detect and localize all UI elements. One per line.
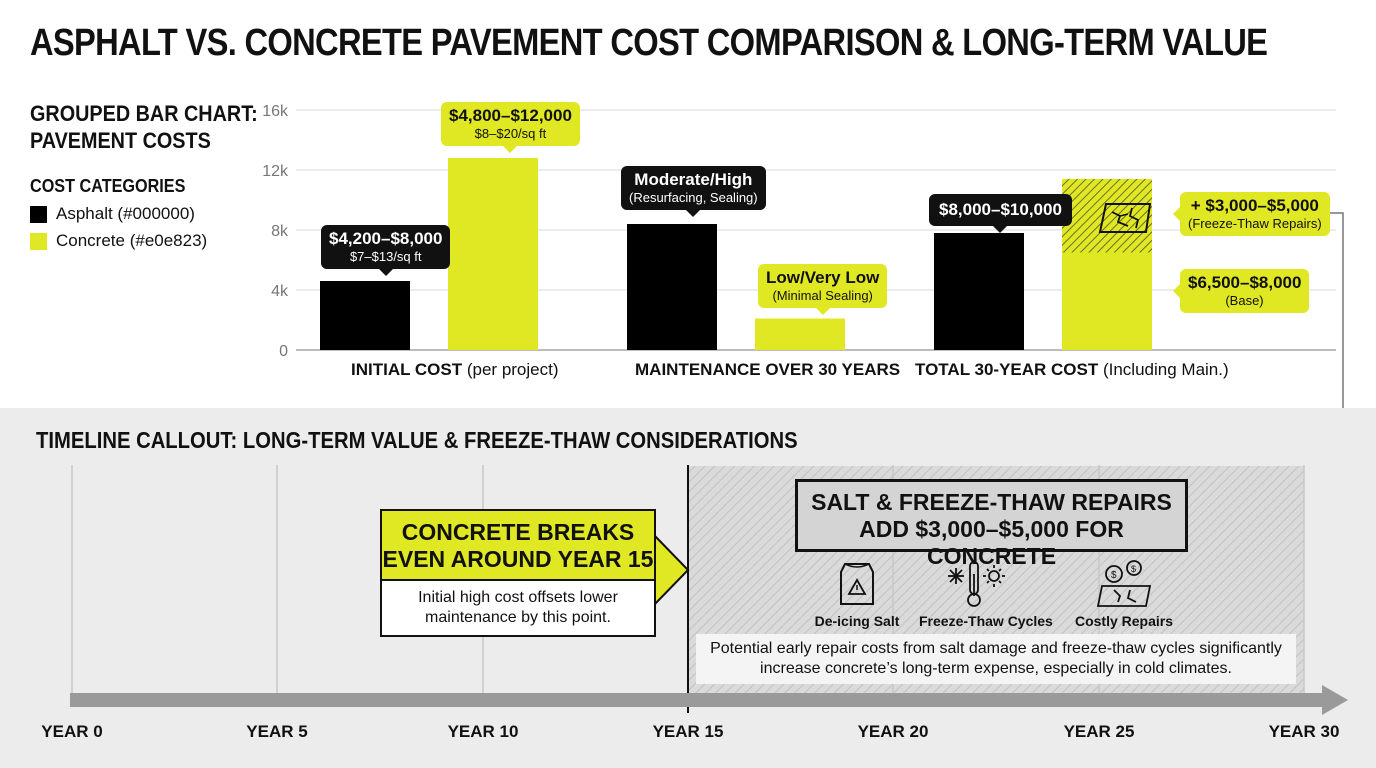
category-rest: (per project) bbox=[462, 360, 559, 379]
breakeven-note-line2: maintenance by this point. bbox=[425, 609, 611, 626]
callout-main: Low/Very Low bbox=[766, 268, 880, 287]
y-tick-label: 0 bbox=[279, 343, 288, 360]
callout-concrete-total-base: $6,500–$8,000 (Base) bbox=[1173, 269, 1309, 313]
callout-sub: $8–$20/sq ft bbox=[474, 126, 547, 141]
salt-bag-icon bbox=[840, 563, 874, 605]
legend-label-asphalt: Asphalt (#000000) bbox=[56, 204, 195, 223]
legend-item-concrete: Concrete (#e0e823) bbox=[30, 231, 207, 251]
category-bold: INITIAL COST bbox=[351, 360, 463, 379]
breakeven-callout: CONCRETE BREAKS EVEN AROUND YEAR 15 bbox=[380, 509, 656, 581]
breakeven-line2: EVEN AROUND YEAR 15 bbox=[382, 546, 654, 572]
bar-concrete bbox=[1062, 252, 1152, 350]
callout-main: Moderate/High bbox=[634, 170, 753, 189]
callout-main: + $3,000–$5,000 bbox=[1190, 196, 1319, 215]
year-label: YEAR 0 bbox=[41, 722, 103, 741]
bar-concrete bbox=[448, 158, 538, 350]
breakeven-line1: CONCRETE BREAKS bbox=[401, 519, 635, 545]
callout-asphalt-total: $8,000–$10,000 bbox=[929, 194, 1072, 233]
callout-main: $4,800–$12,000 bbox=[449, 106, 572, 125]
legend-title: COST CATEGORIES bbox=[30, 176, 186, 196]
callout-sub: (Freeze-Thaw Repairs) bbox=[1188, 216, 1322, 231]
y-tick-label: 4k bbox=[271, 283, 289, 300]
breakeven-note-line1: Initial high cost offsets lower bbox=[418, 589, 618, 606]
page-title: ASPHALT VS. CONCRETE PAVEMENT COST COMPA… bbox=[30, 22, 1268, 64]
repairs-callout: SALT & FREEZE-THAW REPAIRS ADD $3,000–$5… bbox=[795, 479, 1188, 569]
repair-note-line2: increase concrete’s long-term expense, e… bbox=[760, 660, 1232, 677]
callout-concrete-initial: $4,800–$12,000 $8–$20/sq ft bbox=[441, 102, 580, 153]
callout-sub: $7–$13/sq ft bbox=[349, 249, 422, 264]
bar-concrete-repair-extra bbox=[1062, 179, 1152, 253]
bar-asphalt bbox=[320, 281, 410, 350]
timeline-panel bbox=[0, 408, 1376, 768]
risk-item-freeze-thaw: Freeze-Thaw Cycles bbox=[919, 560, 1053, 629]
callout-asphalt-maintenance: Moderate/High (Resurfacing, Sealing) bbox=[621, 166, 766, 217]
callout-concrete-maintenance: Low/Very Low (Minimal Sealing) bbox=[758, 264, 888, 315]
callout-sub: (Base) bbox=[1225, 293, 1264, 308]
category-bold: TOTAL 30-YEAR COST bbox=[915, 360, 1099, 379]
thermometer-icon bbox=[948, 561, 1005, 607]
year-label: YEAR 25 bbox=[1063, 722, 1135, 741]
year-label: YEAR 5 bbox=[246, 722, 308, 741]
category-rest: (Including Main.) bbox=[1098, 360, 1229, 379]
timeline-axis-bar bbox=[70, 693, 1326, 707]
money-repair-icon: $ $ bbox=[1096, 560, 1152, 607]
category-bold: MAINTENANCE OVER 30 YEARS bbox=[635, 360, 901, 379]
bar-asphalt bbox=[627, 224, 717, 350]
callout-sub: (Minimal Sealing) bbox=[772, 288, 873, 303]
timeline-axis-arrowhead bbox=[1322, 685, 1348, 715]
year-label: YEAR 10 bbox=[447, 722, 519, 741]
category-label-total: TOTAL 30-YEAR COST (Including Main.) bbox=[915, 360, 1229, 380]
risk-label: Freeze-Thaw Cycles bbox=[919, 613, 1053, 629]
legend-item-asphalt: Asphalt (#000000) bbox=[30, 204, 195, 224]
repair-note-line1: Potential early repair costs from salt d… bbox=[710, 640, 1282, 657]
repair-cost-note: Potential early repair costs from salt d… bbox=[696, 634, 1296, 684]
risk-label: De-icing Salt bbox=[814, 613, 900, 629]
category-label-initial: INITIAL COST (per project) bbox=[351, 360, 559, 380]
legend-label-concrete: Concrete (#e0e823) bbox=[56, 231, 208, 250]
chart-label-line2: PAVEMENT COSTS bbox=[30, 128, 211, 153]
callout-main: $6,500–$8,000 bbox=[1188, 273, 1302, 292]
risk-label: Costly Repairs bbox=[1074, 613, 1174, 629]
chart-section-label: GROUPED BAR CHART: PAVEMENT COSTS bbox=[30, 100, 258, 154]
svg-text:$: $ bbox=[1131, 564, 1136, 574]
chart-label-line1: GROUPED BAR CHART: bbox=[30, 101, 258, 126]
legend-swatch-concrete bbox=[30, 232, 47, 250]
y-tick-label: 12k bbox=[262, 163, 289, 180]
callout-connector-line bbox=[1328, 212, 1344, 408]
year-label: YEAR 15 bbox=[652, 722, 724, 741]
cracked-pavement-icon bbox=[1098, 203, 1152, 233]
y-tick-label: 16k bbox=[262, 103, 289, 120]
risk-item-repairs: $ $ Costly Repairs bbox=[1069, 560, 1179, 629]
year-label: YEAR 30 bbox=[1268, 722, 1340, 741]
risk-item-salt: De-icing Salt bbox=[802, 560, 912, 629]
breakeven-arrow-icon bbox=[653, 533, 690, 607]
breakeven-note: Initial high cost offsets lower maintena… bbox=[380, 581, 656, 637]
y-tick-label: 8k bbox=[271, 223, 289, 240]
callout-concrete-total-extra: + $3,000–$5,000 (Freeze-Thaw Repairs) bbox=[1173, 192, 1330, 236]
callout-asphalt-initial: $4,200–$8,000 $7–$13/sq ft bbox=[321, 225, 451, 276]
callout-main: $4,200–$8,000 bbox=[329, 229, 443, 248]
callout-sub: (Resurfacing, Sealing) bbox=[629, 190, 758, 205]
repairs-line1: SALT & FREEZE-THAW REPAIRS bbox=[811, 489, 1172, 515]
year-label: YEAR 20 bbox=[857, 722, 929, 741]
svg-text:$: $ bbox=[1111, 570, 1117, 581]
bar-chart: 0 4k 8k 12k 16k bbox=[262, 103, 1344, 408]
timeline-title: TIMELINE CALLOUT: LONG-TERM VALUE & FREE… bbox=[36, 427, 798, 453]
category-label-maintenance: MAINTENANCE OVER 30 YEARS bbox=[635, 360, 900, 380]
bar-asphalt bbox=[934, 233, 1024, 350]
legend-swatch-asphalt bbox=[30, 205, 47, 223]
bar-concrete bbox=[755, 318, 845, 350]
callout-main: $8,000–$10,000 bbox=[939, 200, 1062, 219]
repairs-line2: ADD $3,000–$5,000 FOR CONCRETE bbox=[859, 516, 1124, 569]
